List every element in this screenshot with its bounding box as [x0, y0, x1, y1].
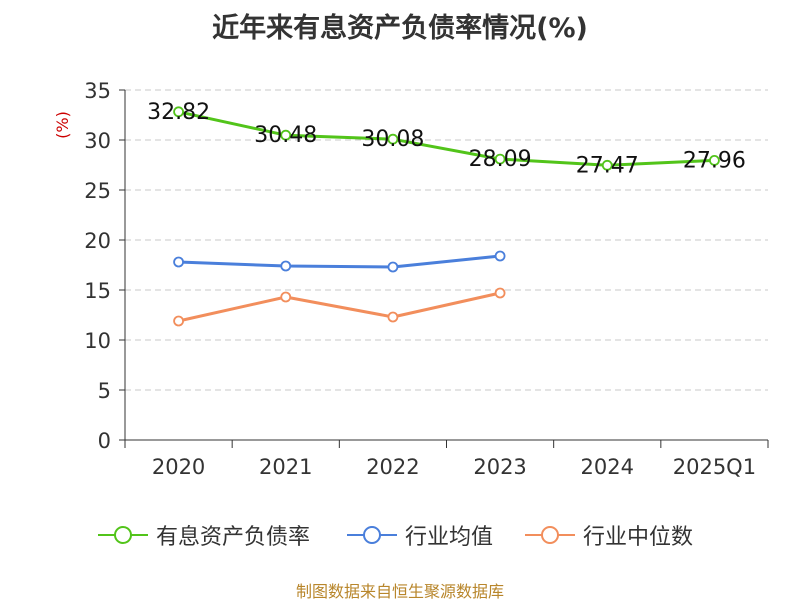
data-point — [173, 106, 184, 118]
y-tick-label: 30 — [84, 129, 111, 153]
series-line — [178, 291, 501, 323]
data-point — [173, 256, 184, 268]
data-point — [709, 154, 720, 166]
chart-title: 近年来有息资产负债率情况(%) — [212, 13, 588, 44]
data-point — [601, 159, 613, 171]
x-tick-label: 2024 — [581, 455, 634, 479]
data-point — [494, 153, 506, 165]
data-label: 32.82 — [147, 100, 210, 125]
y-tick-label: 5 — [98, 379, 111, 403]
y-tick-label: 35 — [84, 79, 111, 103]
legend-item-industry-median[interactable]: 行业中位数 — [525, 520, 693, 550]
data-label: 27.47 — [576, 153, 639, 178]
x-tick-label: 2022 — [366, 455, 419, 479]
legend-item-industry-mean[interactable]: 行业均值 — [347, 520, 493, 550]
y-axis-label: (%) — [53, 111, 72, 139]
data-point — [387, 311, 399, 323]
data-point — [280, 291, 292, 303]
data-point — [280, 129, 292, 141]
x-tick-label: 2025Q1 — [673, 455, 756, 479]
x-tick-label: 2020 — [152, 455, 205, 479]
y-tick-label: 15 — [84, 279, 111, 303]
y-tick-label: 0 — [98, 429, 111, 453]
data-label: 27.96 — [683, 148, 746, 173]
legend-marker-orange-icon — [525, 526, 575, 544]
data-point — [173, 315, 184, 327]
data-point — [494, 250, 506, 262]
data-point — [387, 261, 399, 273]
legend-label: 行业中位数 — [583, 525, 694, 550]
x-tick-label: 2021 — [259, 455, 312, 479]
data-point — [494, 287, 506, 299]
data-point — [280, 260, 292, 272]
data-source-note: 制图数据来自恒生聚源数据库 — [295, 582, 504, 601]
data-label: 30.48 — [254, 123, 317, 148]
series-line — [178, 254, 501, 269]
y-tick-label: 25 — [84, 179, 111, 203]
data-label: 28.09 — [469, 147, 532, 172]
series-line — [178, 110, 715, 167]
y-tick-label: 20 — [84, 229, 111, 253]
x-tick-label: 2023 — [473, 455, 526, 479]
legend-item-debt-ratio[interactable]: 有息资产负债率 — [98, 520, 310, 550]
legend-label: 行业均值 — [405, 525, 494, 550]
legend-marker-green-icon — [98, 526, 148, 544]
legend-label: 有息资产负债率 — [156, 525, 311, 550]
data-label: 30.08 — [361, 127, 424, 152]
data-point — [387, 133, 399, 145]
legend-marker-blue-icon — [347, 526, 397, 544]
y-tick-label: 10 — [84, 329, 111, 353]
